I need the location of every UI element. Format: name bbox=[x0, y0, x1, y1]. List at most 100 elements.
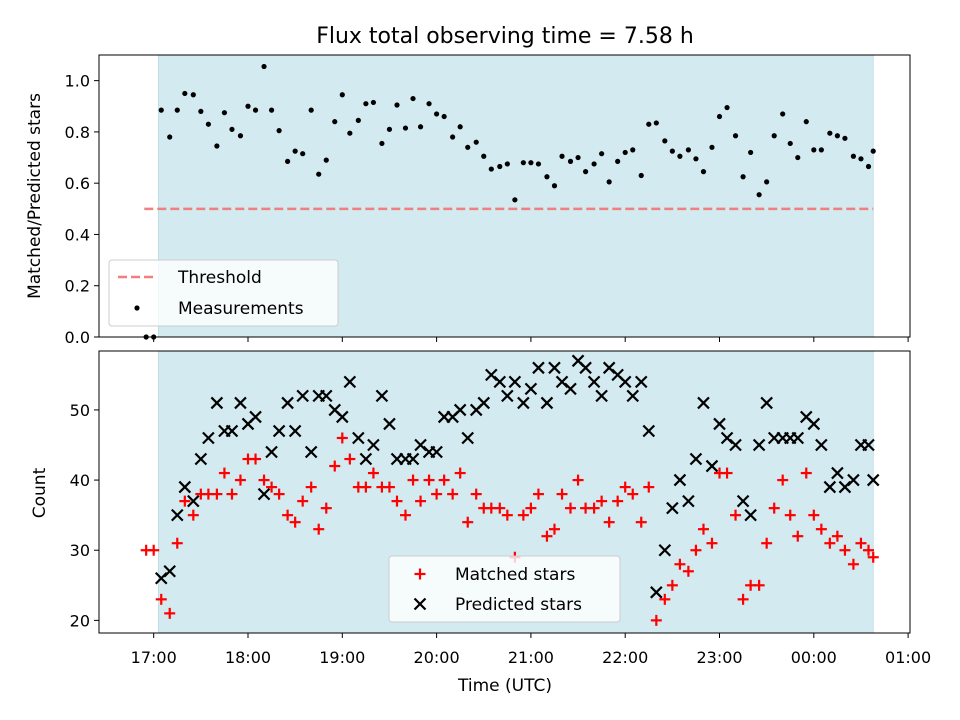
predicted-star-point bbox=[225, 424, 239, 438]
x-tick-label: 01:00 bbox=[885, 648, 931, 667]
predicted-star-point bbox=[249, 410, 262, 424]
predicted-star-point bbox=[618, 375, 632, 389]
matched-star-point bbox=[666, 579, 678, 591]
measurement-point bbox=[276, 128, 282, 134]
count-legend-box bbox=[388, 555, 621, 623]
predicted-star-point-b bbox=[807, 417, 821, 431]
measurement-point bbox=[716, 113, 723, 120]
predicted-star-point bbox=[729, 438, 742, 452]
predicted-star-point bbox=[336, 410, 349, 424]
matched-star-point bbox=[431, 488, 443, 500]
predicted-star-point-b bbox=[194, 452, 208, 466]
measurement-point bbox=[662, 138, 668, 144]
predicted-star-point-b bbox=[517, 396, 530, 410]
predicted-star-point bbox=[791, 431, 805, 445]
legend-matched-label: Matched stars bbox=[455, 565, 575, 585]
measurement-point bbox=[497, 163, 503, 170]
predicted-star-point bbox=[658, 543, 672, 557]
ratio-y-axis-label: Matched/Predicted stars bbox=[25, 93, 45, 299]
measurement-point bbox=[748, 149, 754, 156]
predicted-star-point-b bbox=[571, 354, 585, 368]
predicted-star-point-b bbox=[744, 508, 757, 522]
x-tick-label: 19:00 bbox=[319, 648, 365, 667]
measurement-point bbox=[268, 107, 275, 113]
matched-star-point bbox=[367, 467, 379, 479]
measurement-point bbox=[339, 92, 345, 98]
measurement-point bbox=[638, 172, 644, 179]
predicted-star-point-b bbox=[493, 375, 507, 389]
predicted-star-point bbox=[163, 564, 177, 578]
measurement-point bbox=[457, 124, 463, 130]
measurement-point bbox=[481, 153, 487, 159]
measurement-point bbox=[803, 119, 809, 125]
matched-star-point bbox=[706, 537, 718, 549]
measurement-point bbox=[827, 130, 833, 136]
matched-star-point bbox=[784, 509, 796, 521]
measurement-point bbox=[190, 92, 196, 98]
matched-star-point bbox=[831, 530, 843, 542]
matched-star-point bbox=[454, 467, 466, 479]
predicted-star-point bbox=[501, 389, 514, 403]
legend-predicted-label: Predicted stars bbox=[455, 595, 582, 615]
predicted-star-point bbox=[288, 424, 302, 438]
predicted-star-point bbox=[202, 431, 215, 445]
predicted-star-point-b bbox=[579, 361, 592, 375]
predicted-star-point-b bbox=[178, 480, 192, 494]
measurement-point bbox=[677, 153, 683, 159]
predicted-star-point bbox=[697, 396, 710, 410]
predicted-star-point-b bbox=[453, 403, 467, 417]
measurement-point bbox=[167, 134, 173, 140]
measurement-point bbox=[858, 156, 864, 162]
predicted-star-point bbox=[178, 480, 192, 494]
matched-star-point bbox=[282, 509, 294, 521]
measurement-point bbox=[261, 63, 267, 70]
measurement-point bbox=[559, 153, 565, 159]
matched-star-point bbox=[501, 509, 513, 521]
legend-threshold-label: Threshold bbox=[177, 268, 262, 288]
measurement-point bbox=[245, 103, 251, 109]
matched-star-point bbox=[462, 516, 474, 528]
predicted-star-point bbox=[650, 586, 663, 599]
count-y-axis-label: Count bbox=[30, 467, 50, 518]
legend-predicted-swatch bbox=[413, 597, 427, 611]
predicted-star-point-b bbox=[202, 431, 215, 445]
predicted-star-point-b bbox=[281, 396, 294, 410]
predicted-star-point bbox=[272, 424, 286, 438]
legend-matched-swatch bbox=[414, 568, 426, 580]
matched-star-point bbox=[438, 474, 450, 486]
matched-star-point bbox=[218, 467, 230, 479]
predicted-star-point bbox=[375, 389, 389, 403]
predicted-star-point bbox=[493, 375, 507, 389]
ratio-y-tick-label: 0.4 bbox=[65, 225, 90, 244]
predicted-star-point-b bbox=[673, 473, 687, 487]
predicted-star-point-b bbox=[760, 396, 773, 410]
measurement-point bbox=[606, 179, 612, 185]
measurement-point bbox=[870, 148, 876, 154]
matched-star-point bbox=[187, 509, 199, 521]
predicted-star-point bbox=[752, 438, 766, 452]
predicted-star-point bbox=[666, 501, 679, 515]
matched-star-point bbox=[470, 488, 482, 500]
legend-measurements-label: Measurements bbox=[178, 299, 304, 319]
predicted-star-point-b bbox=[564, 382, 577, 396]
measurement-point bbox=[811, 147, 817, 153]
matched-star-point bbox=[572, 474, 584, 486]
predicted-star-point bbox=[210, 396, 224, 410]
measurement-point bbox=[693, 156, 699, 162]
matched-star-point bbox=[391, 495, 403, 507]
matched-star-point bbox=[761, 537, 773, 549]
matched-star-point bbox=[635, 516, 647, 528]
ratio-legend-box bbox=[108, 259, 339, 327]
predicted-star-point-b bbox=[319, 389, 333, 403]
predicted-star-point-b bbox=[611, 368, 624, 382]
predicted-star-point-b bbox=[187, 494, 200, 508]
measurement-point bbox=[850, 153, 857, 159]
predicted-star-point-b bbox=[430, 445, 443, 459]
matched-star-point bbox=[682, 565, 694, 577]
predicted-star-point-b bbox=[508, 375, 522, 389]
predicted-star-point bbox=[304, 445, 318, 459]
matched-star-point bbox=[839, 544, 851, 556]
matched-star-point bbox=[737, 593, 749, 605]
matched-star-point bbox=[800, 467, 812, 479]
